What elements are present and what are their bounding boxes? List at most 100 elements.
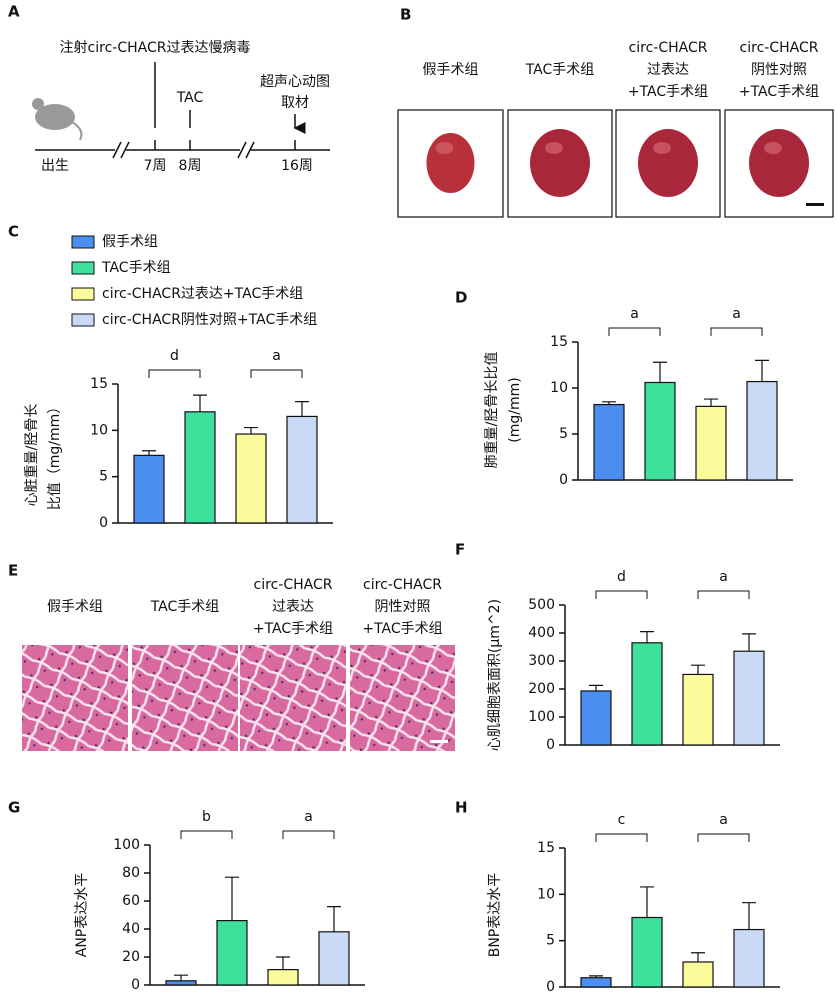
panel-label: A [8,3,20,21]
error-bar [193,394,207,412]
error-bar [691,664,705,675]
group-label: TAC手术组 [150,599,220,615]
group-label: 假手术组 [47,599,103,615]
group-label: 阴性对照 [375,599,431,615]
bar [216,919,248,986]
group-label: 过表达 [272,599,314,615]
legend-swatch [71,261,95,275]
significance-bracket [282,830,335,839]
panel-a: A 注射circ-CHACR过表达慢病毒 TAC 超声心动图 取材 出生 7周 … [8,3,330,174]
y-tick-label: 10 [550,380,568,396]
y-axis-label: 心肌细胞表面积(μm^2) [487,599,503,751]
y-tick-label: 15 [550,334,568,350]
bar [580,690,612,746]
significance-label: a [630,306,639,322]
mouse-tail [71,121,83,141]
bar [644,381,676,481]
significance-label: a [304,809,313,825]
y-tick-label: 40 [122,921,140,937]
bar [746,380,778,481]
scale-bar [430,740,448,743]
y-tick-label: 0 [546,737,555,753]
y-axis-label: 心脏重量/胫骨长 [24,404,40,507]
y-axis-label: BNP表达水平 [487,873,503,958]
y-tick-label: 20 [122,949,140,965]
event-label: TAC [176,90,204,106]
error-bar [589,975,603,978]
error-bar [327,906,341,932]
event-label: 注射circ-CHACR过表达慢病毒 [60,39,251,56]
heart-highlight [653,142,671,154]
y-axis-label: ANP表达水平 [74,873,90,958]
time-label: 16周 [281,158,313,174]
bar [318,931,350,986]
bar [682,961,714,988]
error-bar [244,426,258,435]
error-bar [755,359,769,382]
panel-label: D [455,289,467,307]
significance-label: a [272,348,281,364]
panel-label: C [8,223,19,241]
group-label: +TAC手术组 [362,621,442,637]
heart [530,129,590,197]
y-tick-label: 5 [559,426,568,442]
error-bar [640,631,654,643]
time-label: 出生 [41,158,69,174]
histology [350,645,455,751]
bar [133,454,165,524]
error-bar [704,398,718,407]
panel-label: B [400,6,411,24]
bar [631,642,663,746]
error-bar [691,952,705,962]
significance-bracket [697,590,750,599]
y-tick-label: 200 [528,681,555,697]
photo [397,109,504,218]
time-label: 8周 [179,158,202,174]
legend-label: circ-CHACR过表达+TAC手术组 [102,286,303,302]
y-tick-label: 0 [99,515,108,531]
legend-label: circ-CHACR阴性对照+TAC手术组 [102,312,317,328]
group-label: 过表达 [647,62,689,78]
error-bar [174,974,188,981]
group-label: 假手术组 [423,62,479,78]
y-tick-label: 0 [131,977,140,993]
bar [184,411,216,524]
y-tick-label: 0 [546,979,555,995]
bar [695,405,727,481]
histology [132,645,238,751]
y-axis-label: (mg/mm) [507,377,523,442]
y-axis-label: 比值（mg/mm） [47,400,63,511]
legend-swatch [71,287,95,301]
significance-bracket [250,369,303,378]
significance-bracket [608,327,661,336]
y-axis-label: 肺重量/胫骨长比值 [484,352,500,469]
bar [682,673,714,746]
bar [580,977,612,988]
heart-highlight [435,142,454,154]
error-bar [589,684,603,691]
bar [593,403,625,481]
legend-label: 假手术组 [102,234,158,250]
significance-label: d [170,348,179,364]
significance-bracket [710,327,763,336]
heart-highlight [545,142,563,154]
significance-bracket [180,830,233,839]
error-bar [742,633,756,652]
error-bar [276,956,290,970]
significance-label: d [617,569,626,585]
legend-swatch [71,313,95,327]
histology [22,645,128,751]
bar [267,968,299,986]
error-bar [602,401,616,405]
group-label: 阴性对照 [751,62,807,78]
panel-label: F [455,541,465,559]
y-tick-label: 100 [113,837,140,853]
y-tick-label: 500 [528,597,555,613]
significance-label: a [732,306,741,322]
significance-bracket [595,590,648,599]
timeline-tick [154,140,296,150]
bar [631,916,663,988]
y-tick-label: 80 [122,865,140,881]
error-bar [653,361,667,383]
group-label: circ-CHACR [363,577,442,593]
